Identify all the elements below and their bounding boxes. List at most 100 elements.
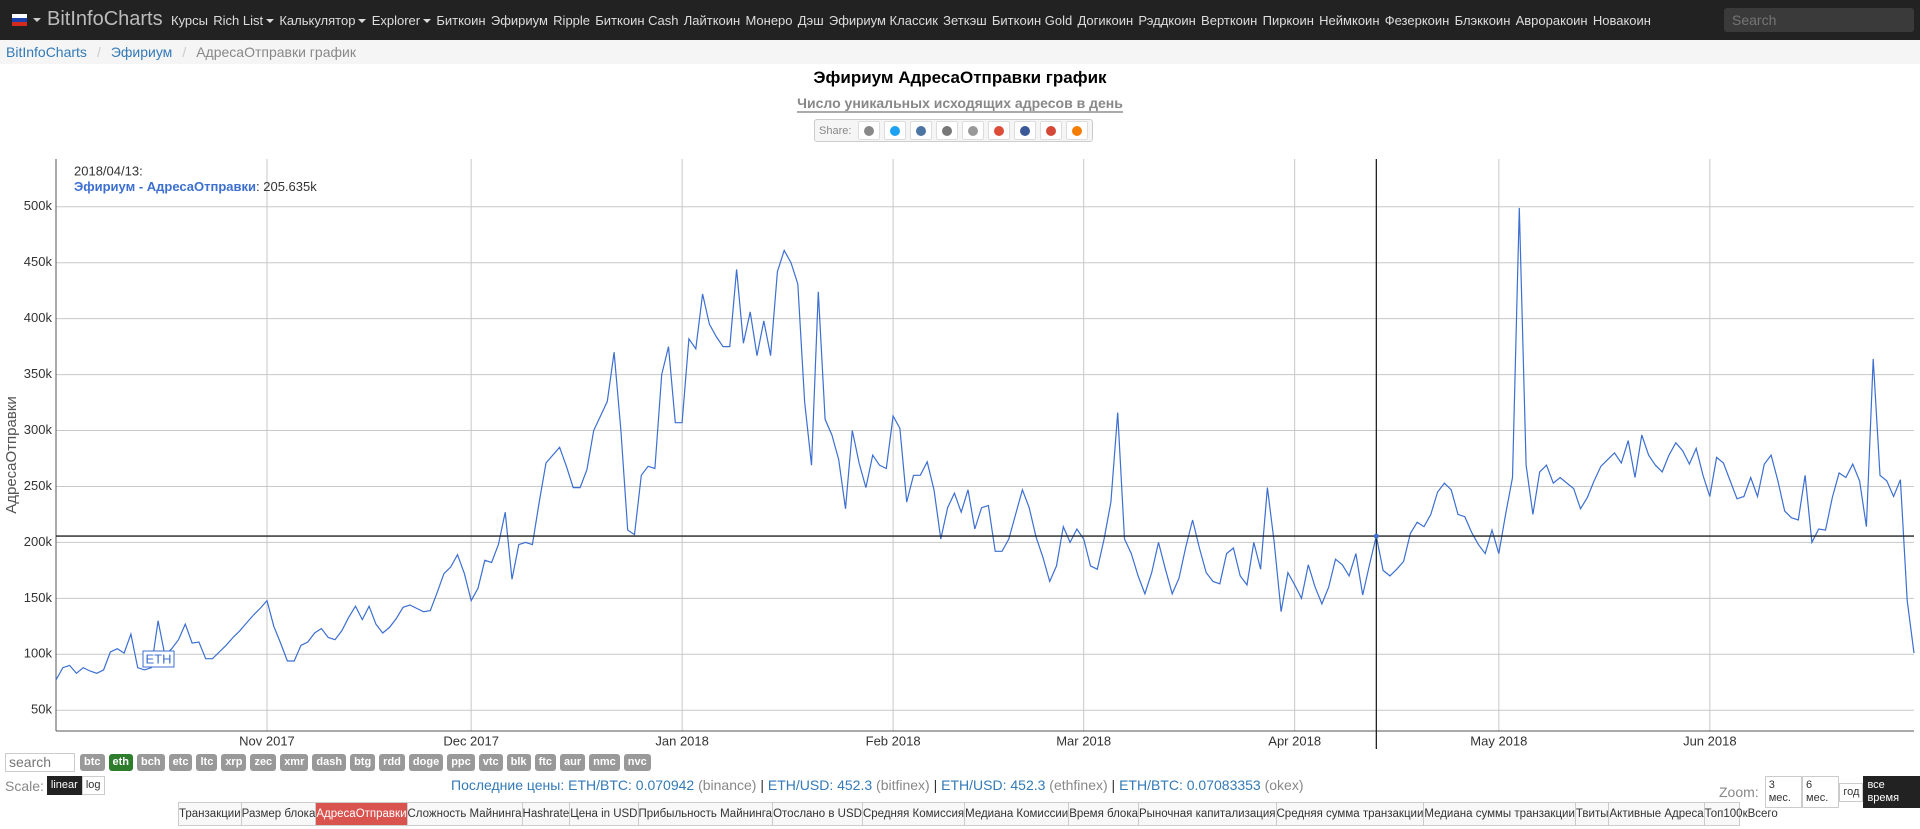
coin-button[interactable]: nvc: [623, 753, 651, 771]
nav-item[interactable]: Фезеркоин: [1385, 13, 1450, 28]
breadcrumb-item[interactable]: Эфириум: [110, 44, 173, 60]
nav-item-label: Биткоин Cash: [595, 12, 679, 28]
nav-item[interactable]: Лайткоин: [684, 13, 740, 28]
scale-button[interactable]: log: [81, 776, 105, 795]
metric-tab[interactable]: Цена in USD: [570, 803, 639, 825]
coin-button[interactable]: etc: [168, 753, 193, 771]
share-gplus[interactable]: [1040, 121, 1063, 140]
coin-button[interactable]: xrp: [221, 753, 247, 771]
nav-item[interactable]: Explorer: [372, 13, 432, 28]
metric-tab[interactable]: Время блока: [1069, 803, 1139, 825]
metric-tab[interactable]: Активные Адреса: [1609, 803, 1705, 825]
nav-item[interactable]: Ripple: [553, 13, 590, 28]
language-flag[interactable]: [12, 14, 27, 26]
coin-button[interactable]: rdd: [379, 753, 405, 771]
metric-tab[interactable]: Hashrate: [523, 803, 571, 825]
nav-item[interactable]: Рэддкоин: [1138, 13, 1195, 28]
share-weibo[interactable]: [936, 121, 959, 140]
nav-item[interactable]: Монеро: [745, 13, 792, 28]
search-input[interactable]: [1724, 8, 1914, 32]
metric-tab[interactable]: Средняя Комиссия: [863, 803, 966, 825]
price-pair[interactable]: ETH/BTC: 0.07083353: [1119, 777, 1261, 793]
coin-button[interactable]: blk: [506, 753, 531, 771]
metric-tab[interactable]: Твиты: [1576, 803, 1610, 825]
scale-button[interactable]: linear: [46, 776, 82, 795]
control-row: Scale: linear log Последние цены: ETH/BTC:…: [0, 776, 1920, 808]
metric-tab[interactable]: Топ100кВсего: [1704, 808, 1778, 820]
share-like[interactable]: [962, 121, 985, 140]
x-tick-label: Apr 2018: [1268, 733, 1321, 748]
metric-tabs: Транзакции Размер блока АдресаОтправки Слож…: [178, 802, 1778, 826]
nav-item-label: Пиркоин: [1262, 12, 1314, 28]
nav-item[interactable]: Курсы: [171, 13, 208, 28]
share-reddit[interactable]: [858, 121, 881, 140]
share-google[interactable]: [988, 121, 1011, 140]
nav-item[interactable]: Эфириум Классик: [829, 13, 938, 28]
breadcrumb-item: АдресаОтправки график: [196, 44, 356, 60]
price-pair[interactable]: ETH/USD: 452.3: [767, 777, 873, 793]
nav-item-label: Новакоин: [1592, 12, 1651, 28]
coin-search[interactable]: [5, 752, 75, 772]
nav-item[interactable]: Калькулятор: [279, 13, 367, 28]
nav-item[interactable]: Биткоин: [436, 13, 485, 28]
nav-item-label: Rich List: [213, 12, 264, 28]
tooltip-date: 2018/04/13:: [74, 163, 143, 178]
metric-tab[interactable]: Прибыльность Майнинга: [639, 803, 774, 825]
coin-button[interactable]: vtc: [478, 753, 503, 771]
share-vk[interactable]: [910, 121, 933, 140]
coin-button[interactable]: btg: [350, 753, 376, 771]
zoom-button[interactable]: год: [1839, 782, 1864, 802]
nav-item[interactable]: Догикоин: [1077, 13, 1133, 28]
coin-button[interactable]: dash: [312, 753, 347, 771]
share-blogger[interactable]: [1066, 121, 1089, 140]
metric-tab[interactable]: Размер блока: [242, 803, 317, 825]
coin-button[interactable]: zec: [250, 753, 277, 771]
metric-tab[interactable]: Медиана Комиссии: [965, 803, 1070, 825]
nav-item[interactable]: Зеткэш: [943, 13, 987, 28]
share-twitter[interactable]: [884, 121, 907, 140]
metric-tab[interactable]: Отослано в USD: [773, 803, 863, 825]
metric-tab[interactable]: АдресаОтправки: [316, 803, 408, 825]
coin-button[interactable]: ppc: [447, 753, 475, 771]
y-tick-label: 200k: [24, 534, 53, 549]
nav-item[interactable]: Неймкоин: [1319, 13, 1379, 28]
metric-tab[interactable]: Рыночная капитализация: [1139, 803, 1277, 825]
price-pair[interactable]: ETH/BTC: 0.070942: [568, 777, 695, 793]
share-label: Share:: [819, 124, 852, 137]
price-pair[interactable]: ETH/USD: 452.3: [941, 777, 1046, 793]
zoom-button[interactable]: 6 мес.: [1802, 776, 1840, 808]
nav-item[interactable]: Авроракоин: [1516, 13, 1588, 28]
share-facebook[interactable]: [1014, 121, 1037, 140]
nav-item[interactable]: Дэш: [798, 13, 824, 28]
coin-button[interactable]: btc: [80, 753, 105, 771]
coin-button[interactable]: nmc: [589, 753, 620, 771]
zoom-button[interactable]: все время: [1863, 776, 1920, 808]
coin-button[interactable]: eth: [108, 753, 133, 771]
nav-item[interactable]: Блэккоин: [1455, 13, 1511, 28]
coin-button[interactable]: aur: [560, 753, 586, 771]
coin-button[interactable]: bch: [137, 753, 165, 771]
nav-item[interactable]: Пиркоин: [1263, 13, 1314, 28]
nav-item[interactable]: Биткоин Cash: [595, 13, 678, 28]
brand[interactable]: BitInfoCharts: [47, 8, 163, 30]
nav-item[interactable]: Rich List: [213, 12, 275, 28]
metric-tab[interactable]: Сложность Майнинга: [408, 803, 523, 825]
nav-item[interactable]: Эфириум: [491, 13, 548, 28]
coin-button[interactable]: ftc: [534, 753, 557, 771]
metric-tab[interactable]: Транзакции: [179, 803, 242, 825]
coin-button[interactable]: doge: [408, 753, 444, 771]
nav-item-label: Верткоин: [1201, 12, 1258, 28]
y-tick-label: 100k: [24, 646, 53, 661]
coin-button[interactable]: ltc: [196, 753, 218, 771]
coin-button[interactable]: xmr: [280, 753, 309, 771]
tooltip-value: : 205.635k: [256, 179, 317, 194]
zoom-button[interactable]: 3 мес.: [1764, 776, 1803, 808]
nav-item[interactable]: Новакоин: [1593, 13, 1651, 28]
breadcrumb-item[interactable]: BitInfoCharts: [6, 44, 87, 60]
metric-tab[interactable]: Средняя сумма транзакции: [1277, 803, 1425, 825]
nav-item[interactable]: Биткоин Gold: [992, 13, 1072, 28]
metric-tab[interactable]: Медиана суммы транзакции: [1424, 803, 1576, 825]
y-tick-label: 250k: [24, 478, 53, 493]
x-tick-label: Mar 2018: [1056, 733, 1111, 748]
nav-item[interactable]: Верткоин: [1201, 13, 1257, 28]
